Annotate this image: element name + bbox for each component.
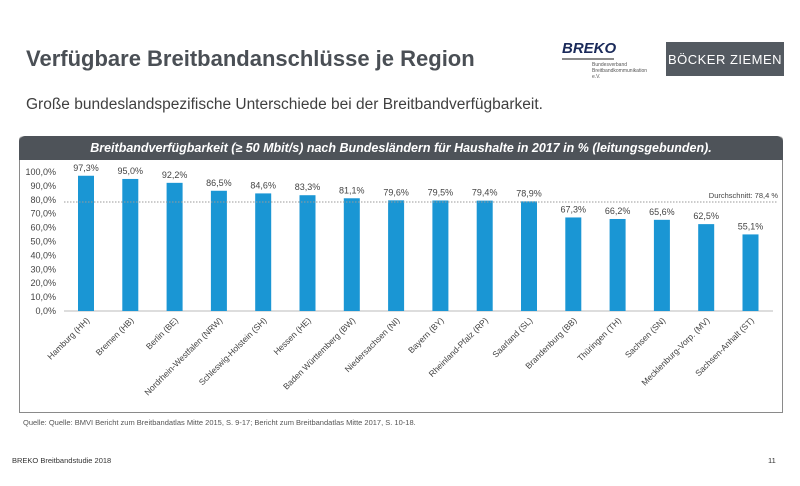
bar bbox=[122, 178, 139, 311]
breko-logo-sub: Bundesverband Breitbandkommunikation e.V… bbox=[592, 62, 648, 80]
y-tick-label: 80,0% bbox=[30, 195, 56, 205]
data-label: 86,5% bbox=[206, 178, 232, 188]
y-tick-label: 70,0% bbox=[30, 209, 56, 219]
slide-subtitle: Große bundeslandspezifische Unterschiede… bbox=[26, 96, 543, 113]
bar bbox=[210, 190, 227, 311]
y-tick-label: 60,0% bbox=[30, 223, 56, 233]
bar bbox=[343, 198, 360, 311]
x-tick-label: Sachsen (SN) bbox=[623, 315, 668, 360]
slide-title: Verfügbare Breitbandanschlüsse je Region bbox=[26, 46, 475, 71]
y-tick-label: 100,0% bbox=[25, 167, 56, 177]
data-label: 79,6% bbox=[383, 187, 409, 197]
data-label: 95,0% bbox=[118, 166, 144, 176]
chart-title: Breitbandverfügbarkeit (≥ 50 Mbit/s) nac… bbox=[19, 136, 783, 160]
data-label: 83,3% bbox=[295, 182, 321, 192]
data-label: 92,2% bbox=[162, 170, 188, 180]
bar bbox=[521, 201, 537, 311]
data-label: 81,1% bbox=[339, 185, 365, 195]
data-label: 78,9% bbox=[516, 188, 542, 198]
y-tick-label: 90,0% bbox=[30, 181, 56, 191]
page-number: 11 bbox=[768, 456, 776, 465]
x-tick-label: Saarland (SL) bbox=[490, 315, 534, 359]
x-tick-label: Berlin (BE) bbox=[144, 315, 180, 351]
x-tick-label: Bremen (HB) bbox=[94, 315, 136, 357]
bar bbox=[565, 217, 582, 311]
bar bbox=[698, 224, 715, 311]
x-tick-label: Nordrhein-Westfalen (NRW) bbox=[142, 315, 224, 397]
y-tick-label: 20,0% bbox=[30, 278, 56, 288]
average-label: Durchschnitt: 78,4 % bbox=[709, 191, 779, 200]
chart-frame bbox=[19, 136, 783, 413]
x-tick-label: Bayern (BY) bbox=[406, 315, 446, 355]
y-tick-label: 10,0% bbox=[30, 292, 56, 302]
bar bbox=[742, 234, 759, 311]
y-tick-label: 30,0% bbox=[30, 264, 56, 274]
bar bbox=[299, 195, 316, 311]
bar bbox=[609, 218, 626, 311]
y-tick-label: 40,0% bbox=[30, 250, 56, 260]
breko-logo-name: BREKO bbox=[562, 40, 617, 57]
data-label: 79,5% bbox=[428, 187, 454, 197]
boecker-ziemen-logo: BÖCKER ZIEMEN bbox=[666, 42, 784, 76]
data-label: 62,5% bbox=[693, 211, 719, 221]
data-label: 55,1% bbox=[738, 221, 764, 231]
data-label: 66,2% bbox=[605, 206, 631, 216]
y-tick-label: 50,0% bbox=[30, 237, 56, 247]
x-tick-label: Hamburg (HH) bbox=[45, 315, 91, 361]
x-tick-label: Baden Württemberg (BW) bbox=[281, 315, 357, 391]
bar bbox=[653, 219, 670, 311]
bar bbox=[388, 200, 405, 311]
bar bbox=[78, 175, 94, 311]
data-label: 67,3% bbox=[561, 204, 587, 214]
source-note: Quelle: Quelle: BMVI Bericht zum Breitba… bbox=[23, 418, 416, 427]
breko-logo: BREKO Bundesverband Breitbandkommunikati… bbox=[562, 40, 652, 80]
x-tick-label: Thüringen (TH) bbox=[575, 315, 623, 363]
bar bbox=[476, 200, 493, 311]
data-label: 65,6% bbox=[649, 207, 675, 217]
breko-logo-line bbox=[562, 58, 614, 60]
y-tick-label: 0,0% bbox=[35, 306, 56, 316]
bar bbox=[432, 200, 449, 311]
data-label: 84,6% bbox=[250, 180, 276, 190]
bar bbox=[166, 182, 183, 311]
x-tick-label: Hessen (HE) bbox=[271, 315, 313, 357]
data-label: 79,4% bbox=[472, 188, 498, 198]
data-label: 97,3% bbox=[73, 163, 99, 173]
footer-text: BREKO Breitbandstudie 2018 bbox=[12, 456, 112, 465]
bar bbox=[255, 193, 272, 311]
